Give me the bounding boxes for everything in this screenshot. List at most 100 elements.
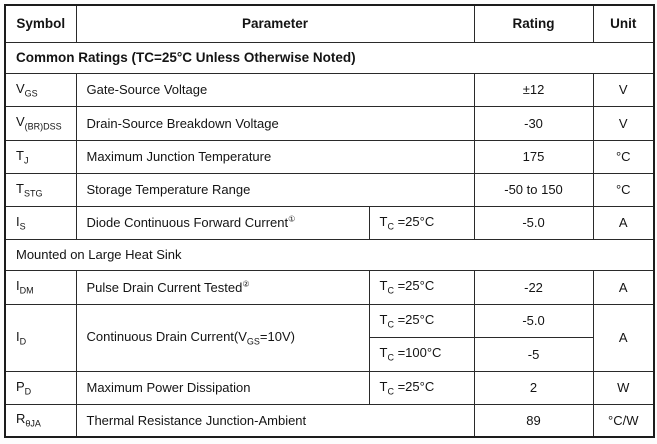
rating-cell: 175: [473, 139, 594, 174]
symbol-subscript: D: [19, 336, 27, 347]
condition-rest: =25°C: [393, 278, 435, 294]
table-row: IDM Pulse Drain Current Tested② TC =25°C…: [4, 269, 655, 305]
table-header-row: Symbol Parameter Rating Unit: [4, 4, 655, 43]
symbol-subscript: DM: [19, 285, 34, 296]
col-header-unit: Unit: [592, 4, 655, 43]
rating-cell: 89: [473, 403, 594, 438]
section-row-heat-sink: Mounted on Large Heat Sink: [4, 238, 655, 271]
symbol-base: V: [16, 80, 25, 96]
symbol-subscript: J: [23, 155, 29, 166]
section-row-common-ratings: Common Ratings (TC=25°C Unless Otherwise…: [4, 41, 655, 74]
unit-cell: V: [592, 72, 655, 107]
symbol-cell: RθJA: [4, 403, 77, 438]
parameter-cell: Thermal Resistance Junction-Ambient: [75, 403, 475, 438]
symbol-base: V: [16, 114, 25, 130]
col-header-symbol: Symbol: [4, 4, 77, 43]
table-row: IS Diode Continuous Forward Current① TC …: [4, 205, 655, 240]
symbol-subscript: STG: [23, 188, 43, 199]
parameter-subscript: GS: [246, 336, 260, 347]
condition-base: T: [379, 311, 388, 327]
unit-cell: A: [592, 205, 655, 240]
condition-base: T: [379, 278, 388, 294]
symbol-cell: IS: [4, 205, 77, 240]
symbol-cell: PD: [4, 370, 77, 405]
condition-base: T: [379, 213, 388, 229]
table-row: VGS Gate-Source Voltage ±12 V: [4, 72, 655, 107]
symbol-cell: ID: [4, 303, 77, 372]
condition-cell: TC =25°C: [368, 269, 475, 305]
symbol-base: R: [16, 411, 26, 427]
rating-cell: -5.0: [473, 205, 594, 240]
rating-cell: -5: [473, 336, 594, 372]
condition-base: T: [379, 345, 388, 361]
condition-rest: =25°C: [393, 213, 435, 229]
table-row: TJ Maximum Junction Temperature 175 °C: [4, 139, 655, 174]
symbol-base: I: [16, 328, 20, 344]
col-header-rating: Rating: [473, 4, 594, 43]
unit-cell: A: [592, 303, 655, 372]
parameter-cell: Pulse Drain Current Tested②: [75, 269, 370, 305]
condition-subscript: C: [387, 386, 394, 397]
condition-rest: =25°C: [393, 311, 435, 327]
unit-cell: °C: [592, 139, 655, 174]
parameter-cell: Diode Continuous Forward Current①: [75, 205, 370, 240]
table-row: TSTG Storage Temperature Range -50 to 15…: [4, 172, 655, 207]
table-row: ID Continuous Drain Current(VGS=10V) TC …: [4, 303, 655, 372]
footnote-marker: ②: [242, 279, 250, 289]
symbol-cell: VGS: [4, 72, 77, 107]
condition-subscript: C: [387, 352, 394, 363]
condition-subscript: C: [387, 221, 394, 232]
condition-cell: TC =100°C: [368, 336, 475, 372]
symbol-cell: TJ: [4, 139, 77, 174]
parameter-cell: Drain-Source Breakdown Voltage: [75, 105, 475, 141]
col-header-parameter: Parameter: [75, 4, 475, 43]
rating-cell: -22: [473, 269, 594, 305]
unit-cell: V: [592, 105, 655, 141]
ratings-table: Symbol Parameter Rating Unit Common Rati…: [4, 4, 656, 438]
condition-cell: TC =25°C: [368, 205, 475, 240]
table-row: TC =100°C -5: [5, 336, 654, 372]
symbol-subscript: GS: [24, 88, 38, 99]
condition-rest: =100°C: [393, 345, 442, 361]
parameter-text: Pulse Drain Current Tested: [86, 279, 243, 295]
parameter-cell: Maximum Junction Temperature: [75, 139, 475, 174]
parameter-text: =10V): [259, 328, 295, 344]
table-row: RθJA Thermal Resistance Junction-Ambient…: [4, 403, 655, 438]
symbol-base: T: [16, 180, 24, 196]
condition-cell: TC =25°C: [368, 370, 475, 405]
rating-cell: -5.0: [473, 303, 594, 338]
condition-cell: TC =25°C: [368, 303, 475, 338]
condition-subscript: C: [387, 319, 394, 330]
unit-cell: °C: [592, 172, 655, 207]
symbol-base: I: [16, 278, 20, 294]
condition-subscript: C: [387, 285, 394, 296]
section-title: Common Ratings (TC=25°C Unless Otherwise…: [4, 41, 655, 74]
symbol-subscript: θJA: [25, 419, 41, 430]
symbol-base: P: [16, 378, 25, 394]
parameter-text: Diode Continuous Forward Current: [86, 215, 289, 230]
parameter-cell: Storage Temperature Range: [75, 172, 475, 207]
rating-cell: ±12: [473, 72, 594, 107]
parameter-cell: Maximum Power Dissipation: [75, 370, 370, 405]
symbol-cell: TSTG: [4, 172, 77, 207]
symbol-subscript: D: [24, 386, 32, 397]
footnote-marker: ①: [288, 214, 296, 224]
symbol-base: T: [16, 147, 24, 163]
table-row: V(BR)DSS Drain-Source Breakdown Voltage …: [4, 105, 655, 141]
unit-cell: A: [592, 269, 655, 305]
parameter-cell: Gate-Source Voltage: [75, 72, 475, 107]
rating-cell: -30: [473, 105, 594, 141]
condition-base: T: [379, 378, 388, 394]
table-row: PD Maximum Power Dissipation TC =25°C 2 …: [4, 370, 655, 405]
condition-rest: =25°C: [393, 378, 435, 394]
rating-cell: -50 to 150: [473, 172, 594, 207]
unit-cell: °C/W: [592, 403, 655, 438]
symbol-base: I: [16, 213, 20, 229]
symbol-subscript: (BR)DSS: [24, 121, 62, 132]
section-title: Mounted on Large Heat Sink: [4, 238, 655, 271]
parameter-text: Continuous Drain Current(V: [86, 328, 247, 344]
symbol-subscript: S: [19, 221, 26, 232]
parameter-cell: Continuous Drain Current(VGS=10V): [75, 303, 370, 372]
symbol-cell: IDM: [4, 269, 77, 305]
